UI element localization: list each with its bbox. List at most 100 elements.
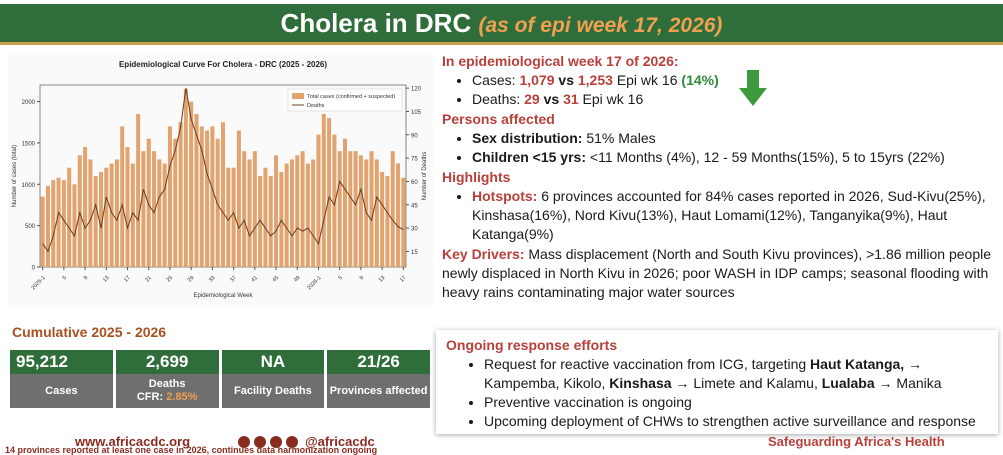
bar [316,134,321,267]
bar [56,177,61,267]
bar [136,113,141,267]
y-tick-label: 1000 [22,183,36,189]
bar [220,122,226,268]
bar [51,180,56,267]
text: <11 Months (4%), 12 - 59 Months(15%), 5 … [589,149,945,165]
response-text: Lualaba [821,375,875,391]
cfr-label: CFR: [136,391,164,403]
bar [98,171,104,267]
highlights-heading: Highlights [442,169,511,185]
response-text: → Manika [874,375,942,391]
label: Deaths: [472,91,521,107]
bar [247,159,252,267]
bar [120,126,125,267]
y2-tick-label: 75 [411,157,418,163]
bar [401,177,406,267]
bar [88,159,93,267]
icon [270,436,282,448]
bar [289,159,294,267]
bar [157,159,162,267]
y-tick-label: 2000 [22,100,36,106]
label: Hotspots: [472,188,538,204]
x-axis-label: Epidemiological Week [194,293,254,299]
bar [167,126,172,267]
label: Cases: [472,72,516,88]
y2-tick-label: 120 [411,87,422,93]
chart-title: Epidemiological Curve For Cholera - DRC … [119,60,327,69]
persons-list: Sex distribution: 51% Males Children <15… [442,129,997,167]
bar [130,163,135,267]
bar [295,155,300,267]
current: 1,079 [519,72,555,88]
bar [348,151,353,267]
period: Epi wk 16 [582,91,644,107]
down-arrow-icon [739,70,767,106]
x-tick-label: 25 [166,275,175,284]
bar [242,151,247,267]
cumulative-heading: Cumulative 2025 - 2026 [12,324,167,340]
bar [109,163,114,267]
bar [125,147,130,267]
bar [342,138,348,267]
bar [353,151,358,267]
legend-label: Total cases (confirmed + suspected) [307,94,395,100]
icon [286,436,298,448]
x-tick-label: 9 [83,275,89,281]
bar [231,167,236,267]
bar [236,130,241,267]
period: Epi wk 16 [616,72,678,88]
stat-value: NA [221,350,325,374]
hotspots-item: Hotspots: 6 provinces accounted for 84% … [472,187,997,244]
bar [83,147,88,267]
bar [189,101,194,267]
y2-tick-label: 105 [411,110,422,116]
bar [385,176,390,267]
cases-item: Cases: 1,079 vs 1,253 Epi wk 16 (14%) [472,71,997,90]
bar [199,126,204,267]
cfr-row: CFR: 2.85% [116,391,219,404]
bar [40,196,45,267]
stat-label-cell: Deaths CFR: 2.85% [115,374,219,408]
x-tick-label: 13 [102,275,111,284]
bar [311,159,316,267]
bar [380,171,385,267]
response-heading: Ongoing response efforts [446,337,618,353]
response-text: Haut Katanga, [810,356,905,372]
summary-list: Cases: 1,079 vs 1,253 Epi wk 16 (14%) De… [442,71,997,109]
children-item: Children <15 yrs: <11 Months (4%), 12 - … [472,148,997,167]
text: Mass displacement (North and South Kivu … [442,246,992,300]
bar [215,138,220,267]
legend-label: Deaths [307,103,325,109]
bar [358,155,363,267]
x-tick-label: 5 [338,275,344,281]
arrow-shape [739,70,767,106]
stat-label: Cases [45,384,78,397]
x-tick-label: 17 [123,275,132,284]
bar [183,89,188,267]
response-item: Request for reactive vaccination from IC… [484,355,998,393]
subtitle: (as of epi week 17, 2026) [478,14,723,37]
stat-label: Facility Deaths [234,384,312,397]
y2-axis-label: Number of Deaths [422,152,428,201]
bar [279,171,284,267]
vs: vs [543,91,560,107]
x-tick-label: 41 [250,275,259,284]
y-tick-label: 1500 [22,141,36,147]
label: Children <15 yrs: [472,149,586,165]
icon [254,436,266,448]
tagline: Safeguarding Africa's Health [768,434,945,449]
vs: vs [558,72,574,88]
response-list: Request for reactive vaccination from IC… [436,355,998,431]
x-tick-label: 9 [359,275,365,281]
bar [337,151,342,267]
bar [141,151,146,267]
y2-tick-label: 60 [411,180,418,186]
x-tick-label: 33 [208,275,217,284]
previous: 31 [563,91,579,107]
change: (14%) [681,72,719,88]
stat-label: Deaths [148,378,186,390]
label: Sex distribution: [472,130,583,146]
bar [67,167,72,267]
bar [390,151,395,267]
week-summary: In epidemiological week 17 of 2026: Case… [442,52,997,302]
